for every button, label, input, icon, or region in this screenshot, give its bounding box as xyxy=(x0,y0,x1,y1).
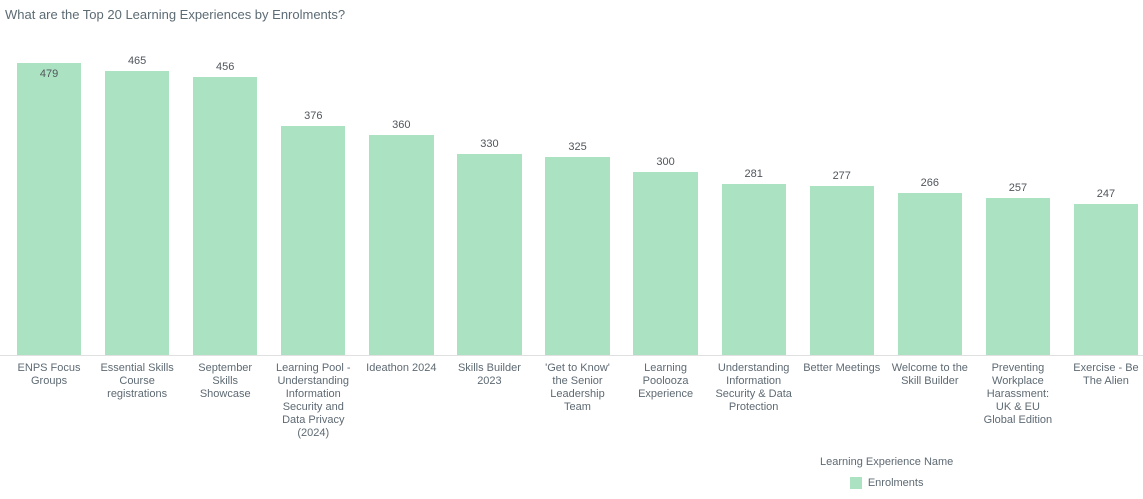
bar[interactable] xyxy=(633,172,698,355)
bar[interactable] xyxy=(809,186,874,355)
bar-value-label: 281 xyxy=(744,168,763,180)
chart-title: What are the Top 20 Learning Experiences… xyxy=(5,7,346,22)
bar-column: 479 xyxy=(5,55,93,355)
x-axis-labels: ENPS Focus Groups Essential Skills Course… xyxy=(5,362,1143,440)
bar-column: 266 xyxy=(886,55,974,355)
x-axis-label: Skills Builder 2023 xyxy=(457,362,521,387)
bar[interactable] xyxy=(545,157,610,355)
bar-column: 465 xyxy=(93,55,181,355)
bar-column: 277 xyxy=(798,55,886,355)
bar-value-label: 257 xyxy=(1008,182,1028,194)
bar-value-label: 360 xyxy=(392,119,411,131)
bar[interactable]: 479 xyxy=(16,63,82,355)
legend-swatch-icon xyxy=(849,477,862,489)
x-axis-label: Ideathon 2024 xyxy=(366,362,437,374)
bar-value-label: 376 xyxy=(304,110,323,122)
bar[interactable] xyxy=(1073,204,1139,355)
bar-value-label: 330 xyxy=(480,138,499,150)
x-axis-label: Learning Pool - Understanding Informatio… xyxy=(275,362,351,439)
bar-value-label: 465 xyxy=(127,55,147,67)
bar-column: 360 xyxy=(357,55,445,355)
x-axis-label: September Skills Showcase xyxy=(198,362,253,400)
legend: Learning Experience Name Enrolments xyxy=(820,456,953,489)
x-axis-label: Preventing Workplace Harassment: UK & EU… xyxy=(983,362,1053,426)
bar[interactable] xyxy=(104,71,170,355)
x-axis-label: Welcome to the Skill Builder xyxy=(891,362,968,387)
bar[interactable] xyxy=(281,126,346,355)
x-axis-label: Exercise - Be The Alien xyxy=(1073,362,1139,387)
bar[interactable] xyxy=(369,135,434,355)
bar-value-label: 479 xyxy=(39,68,59,80)
bar[interactable] xyxy=(457,154,522,355)
bar-column: 456 xyxy=(181,55,269,355)
bar-column: 300 xyxy=(622,55,710,355)
x-axis-label: 'Get to Know' the Senior Leadership Team xyxy=(545,362,610,413)
legend-item-enrolments[interactable]: Enrolments xyxy=(820,477,953,489)
legend-item-label: Enrolments xyxy=(867,477,924,489)
bar-value-label: 300 xyxy=(656,156,675,168)
bar[interactable] xyxy=(721,184,786,355)
plot-area: 479 465 456 376 360 330 325 300 281 277 266 257 247 xyxy=(5,55,1143,355)
bar-column: 257 xyxy=(974,55,1062,355)
bar-column: 330 xyxy=(445,55,533,355)
legend-title: Learning Experience Name xyxy=(820,456,954,468)
bar-value-label: 456 xyxy=(216,61,235,73)
bar[interactable] xyxy=(985,198,1051,355)
bar-value-label: 266 xyxy=(920,177,939,189)
bar-column: 376 xyxy=(269,55,357,355)
x-axis-label: Understanding Information Security & Dat… xyxy=(715,362,792,413)
bar-column: 281 xyxy=(710,55,798,355)
bar-value-label: 277 xyxy=(832,170,851,182)
bar[interactable] xyxy=(193,77,258,355)
x-axis-label: Learning Poolooza Experience xyxy=(638,362,694,400)
bar-column: 325 xyxy=(533,55,621,355)
bar[interactable] xyxy=(897,193,962,355)
bar-value-label: 325 xyxy=(568,141,587,153)
x-axis-label: ENPS Focus Groups xyxy=(17,362,81,387)
bar-column: 247 xyxy=(1062,55,1143,355)
bar-value-label: 247 xyxy=(1096,188,1116,200)
x-axis-label: Better Meetings xyxy=(803,362,881,374)
x-axis-label: Essential Skills Course registrations xyxy=(100,362,174,400)
x-axis-line xyxy=(0,355,1143,356)
